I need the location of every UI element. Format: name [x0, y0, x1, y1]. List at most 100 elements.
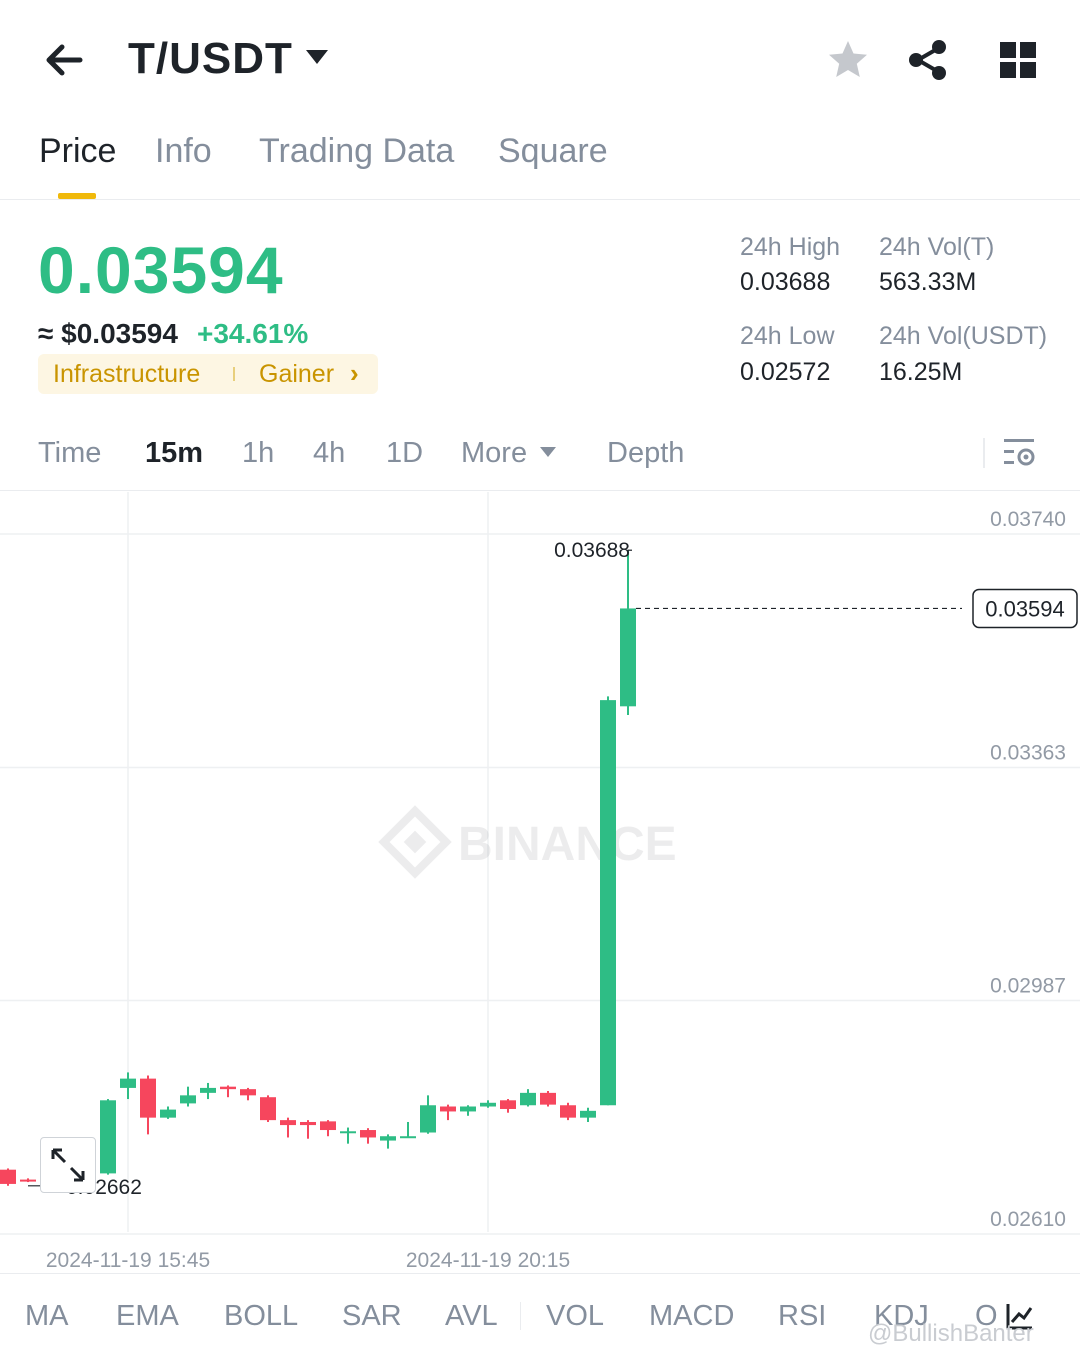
timeframe-time[interactable]: Time: [38, 437, 102, 469]
timeframe-1h[interactable]: 1h: [242, 437, 275, 469]
tab-info[interactable]: Info: [155, 132, 212, 170]
indicator-separator: [520, 1302, 521, 1330]
indicator-settings-icon[interactable]: [1004, 1300, 1036, 1332]
binance-watermark: BINANCE: [378, 805, 677, 879]
x-axis: 2024-11-19 15:45 2024-11-19 20:15: [46, 1249, 570, 1272]
depth-tab[interactable]: Depth: [607, 437, 685, 469]
y-tick-label: 0.03740: [990, 508, 1066, 531]
indicator-macd[interactable]: MACD: [649, 1300, 735, 1332]
price-change-percent: +34.61%: [197, 318, 309, 349]
candle: [0, 1168, 16, 1186]
y-tick-label: 0.02987: [990, 974, 1066, 997]
active-tab-indicator: [58, 193, 96, 199]
indicator-o[interactable]: O: [975, 1300, 998, 1332]
candle-body: [320, 1121, 336, 1131]
last-price: 0.03594: [38, 233, 284, 307]
timeframe-15m[interactable]: 15m: [145, 437, 204, 469]
tag-category[interactable]: Infrastructure: [53, 360, 201, 388]
candle: [220, 1085, 236, 1098]
tabs-divider: [0, 199, 1080, 200]
pair-dropdown-caret-icon[interactable]: [306, 50, 328, 64]
watermark-text: BINANCE: [458, 818, 677, 871]
candle-body: [440, 1106, 456, 1112]
candle-body: [240, 1089, 256, 1096]
candle: [300, 1120, 316, 1139]
candle-body: [280, 1120, 296, 1126]
candle: [560, 1102, 576, 1121]
tab-square[interactable]: Square: [498, 132, 608, 170]
back-arrow-icon[interactable]: [40, 36, 88, 84]
candle: [160, 1106, 176, 1119]
candle-body: [0, 1169, 16, 1184]
candle: [600, 696, 616, 1106]
low-label: 24h Low: [740, 322, 835, 350]
candle: [400, 1121, 416, 1139]
chart-settings-icon[interactable]: [1002, 436, 1038, 470]
candle-body: [560, 1105, 576, 1118]
current-price-label: 0.03594: [985, 596, 1065, 621]
indicator-vol[interactable]: VOL: [546, 1300, 605, 1332]
candle-body: [600, 700, 616, 1106]
candle-body: [220, 1086, 236, 1090]
high-marker-label: 0.03688: [554, 539, 630, 562]
star-icon[interactable]: [826, 38, 870, 82]
candle: [520, 1089, 536, 1107]
x-tick-label: 2024-11-19 15:45: [46, 1249, 210, 1272]
tag-status[interactable]: Gainer: [259, 360, 335, 388]
tag-chip[interactable]: [38, 354, 378, 394]
candle: [480, 1100, 496, 1108]
timeframe-1d[interactable]: 1D: [386, 437, 424, 469]
indicator-divider: [0, 1273, 1080, 1274]
candle-body: [580, 1110, 596, 1118]
y-tick-label: 0.03363: [990, 742, 1066, 765]
indicator-kdj[interactable]: KDJ: [874, 1300, 929, 1332]
candle: [460, 1105, 476, 1116]
candle-body: [180, 1095, 196, 1104]
candle: [500, 1099, 516, 1113]
indicator-avl[interactable]: AVL: [445, 1300, 498, 1332]
candle-body: [20, 1179, 36, 1182]
candle: [280, 1117, 296, 1138]
timebar-separator: [983, 438, 985, 468]
x-tick-label: 2024-11-19 20:15: [406, 1249, 570, 1272]
timeframe-more[interactable]: More: [461, 437, 528, 469]
candle-body: [120, 1078, 136, 1088]
current-price-box: [972, 588, 1078, 629]
candle-body: [480, 1102, 496, 1107]
expand-chart-button[interactable]: [40, 1137, 96, 1193]
candle: [100, 1099, 116, 1175]
candle: [340, 1127, 356, 1144]
candle-body: [340, 1131, 356, 1134]
candle: [20, 1178, 36, 1183]
indicator-ema[interactable]: EMA: [116, 1300, 179, 1332]
expand-icon[interactable]: [41, 1138, 95, 1192]
candle: [620, 550, 636, 715]
usd-price: ≈ $0.03594: [38, 318, 178, 349]
timeframe-4h[interactable]: 4h: [313, 437, 346, 469]
indicator-rsi[interactable]: RSI: [778, 1300, 827, 1332]
trading-pair-title[interactable]: T/USDT: [128, 34, 293, 83]
indicator-ma[interactable]: MA: [25, 1300, 69, 1332]
candle-body: [460, 1106, 476, 1112]
candle: [580, 1107, 596, 1122]
indicator-sar[interactable]: SAR: [342, 1300, 402, 1332]
more-caret-icon[interactable]: [540, 447, 556, 457]
high-value: 0.03688: [740, 268, 831, 296]
share-icon[interactable]: [906, 38, 950, 82]
chevron-right-icon[interactable]: ›: [350, 358, 359, 388]
low-value: 0.02572: [740, 358, 831, 386]
tab-price[interactable]: Price: [39, 132, 117, 170]
candle-body: [500, 1100, 516, 1109]
grid-menu-icon[interactable]: [998, 40, 1038, 80]
candle-body: [360, 1130, 376, 1138]
vol-usdt-value: 16.25M: [879, 358, 963, 386]
tab-trading-data[interactable]: Trading Data: [259, 132, 455, 170]
candles-group[interactable]: [0, 550, 636, 1186]
candle: [240, 1087, 256, 1101]
candle-body: [160, 1109, 176, 1118]
high-label: 24h High: [740, 233, 841, 261]
candle: [380, 1134, 396, 1149]
indicator-boll[interactable]: BOLL: [224, 1300, 299, 1332]
